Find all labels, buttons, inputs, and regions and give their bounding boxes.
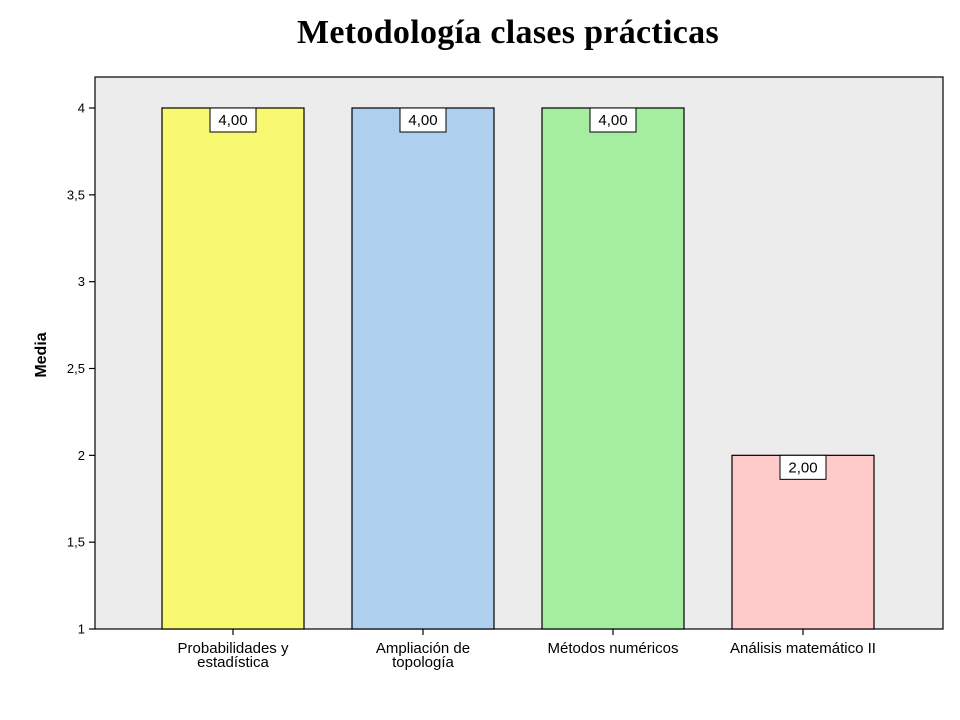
x-tick-label-line: Ampliación de — [376, 640, 470, 657]
x-tick-label: Probabilidades y estadística — [178, 640, 289, 671]
x-tick-label-line: Probabilidades y — [178, 640, 289, 657]
data-label-box — [589, 107, 637, 133]
x-tick-label-line: Métodos numéricos — [548, 640, 679, 657]
data-label: 4,00 — [598, 112, 627, 129]
y-tick-label: 1,5 — [67, 535, 85, 550]
x-tick-label-line: Análisis matemático II — [730, 640, 876, 657]
data-label-box — [209, 107, 257, 133]
y-tick-label: 1 — [78, 622, 85, 637]
y-tick-label: 3 — [78, 274, 85, 289]
bar — [161, 107, 305, 630]
y-tick-label: 3,5 — [67, 187, 85, 202]
chart-title: Metodología clases prácticas — [297, 14, 719, 51]
x-tick-label: Métodos numéricos — [548, 640, 679, 657]
bar — [731, 454, 875, 630]
data-label: 2,00 — [788, 459, 817, 476]
plot-area: 1 1,5 2 2,5 3 3,5 4 Media 4,00 Probabilidades y es… — [33, 76, 944, 671]
x-tick-label: Análisis matemático II — [730, 640, 876, 657]
data-label: 4,00 — [218, 112, 247, 129]
y-axis-title: Media — [33, 332, 50, 377]
x-tick-label-line: topología — [392, 654, 454, 671]
y-tick-label: 2,5 — [67, 361, 85, 376]
y-tick-label: 4 — [78, 101, 85, 116]
data-label-box — [399, 107, 447, 133]
bar — [541, 107, 685, 630]
bar — [351, 107, 495, 630]
y-tick-label: 2 — [78, 448, 85, 463]
data-label-box — [779, 454, 827, 480]
data-label: 4,00 — [408, 112, 437, 129]
x-tick-label-line: estadística — [197, 654, 269, 671]
x-tick-label: Ampliación de topología — [376, 640, 470, 671]
